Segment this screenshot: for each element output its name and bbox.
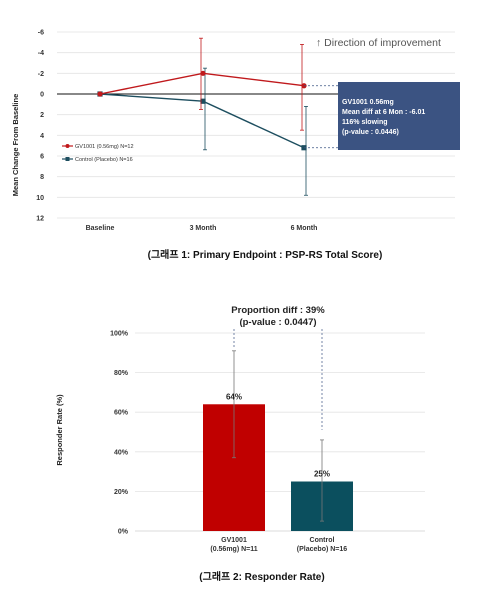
series-control (97, 67, 308, 196)
chart1-y-tick-label: 0 (40, 92, 44, 99)
annotation-box-bg (338, 82, 460, 150)
chart1-x-ticks: Baseline 3 Month 6 Month (86, 225, 318, 232)
chart1-gridlines (57, 31, 455, 219)
chart1-y-tick-label: 8 (40, 174, 44, 181)
chart1-legend: GV1001 (0.56mg) N=12 Control (Placebo) N=… (62, 144, 134, 163)
chart2-x-tick-label: (0.56mg) N=11 (210, 546, 257, 553)
chart1-x-tick-label: 6 Month (291, 225, 318, 232)
chart1-y-tick-label: 4 (40, 133, 44, 140)
responder-rate-chart: 0% 20% 40% 60% 80% 100% Responder Rate (%) 64… (55, 305, 425, 583)
data-point (200, 98, 206, 104)
chart1-y-tick-label: -6 (38, 30, 44, 37)
bar-gv1001: 64% (203, 350, 265, 531)
chart1-x-tick-label: Baseline (86, 225, 115, 232)
bar-control: 25% (291, 439, 353, 531)
chart1-caption: (그래프 1: Primary Endpoint : PSP-RS Total … (148, 248, 383, 261)
chart2-y-ticks: 0% 20% 40% 60% 80% 100% (110, 331, 129, 536)
chart1-y-tick-label: 12 (36, 216, 44, 223)
data-point (200, 70, 206, 76)
chart1-y-axis-label: Mean Change From Baseline (11, 94, 20, 197)
chart2-y-tick-label: 80% (114, 370, 129, 377)
direction-of-improvement-note: ↑ Direction of improvement (316, 37, 441, 49)
chart2-x-tick-label: GV1001 (221, 537, 247, 544)
chart2-gridlines (135, 332, 425, 532)
primary-endpoint-chart: -6 -4 -2 0 2 4 6 8 10 12 Mean Change From Baselin… (11, 30, 460, 261)
chart2-y-tick-label: 0% (118, 529, 129, 536)
chart2-y-tick-label: 20% (114, 489, 129, 496)
chart2-y-tick-label: 60% (114, 410, 129, 417)
bar-value-label: 25% (314, 470, 330, 479)
chart2-y-tick-label: 40% (114, 449, 129, 456)
legend-marker (65, 144, 70, 148)
annotation-line: Mean diff at 6 Mon : -6.01 (342, 109, 425, 116)
chart1-y-tick-label: 2 (40, 112, 44, 119)
chart1-y-tick-label: -2 (38, 71, 44, 78)
series-gv1001 (97, 37, 307, 131)
chart1-annotation-box: GV1001 0.56mg Mean diff at 6 Mon : -6.01 1… (338, 82, 460, 150)
chart1-x-tick-label: 3 Month (190, 225, 217, 232)
proportion-diff-label: Proportion diff : 39% (231, 305, 325, 316)
chart2-caption: (그래프 2: Responder Rate) (199, 570, 324, 583)
annotation-line: 116% slowing (342, 119, 388, 126)
chart2-annotation: Proportion diff : 39%(p-value : 0.0447) (231, 305, 325, 430)
proportion-pvalue-label: (p-value : 0.0447) (239, 317, 316, 328)
chart2-bars: 64% 25% (203, 350, 353, 531)
legend-entry: Control (Placebo) N=16 (75, 157, 133, 163)
annotation-line: GV1001 0.56mg (342, 99, 394, 106)
series-line (99, 72, 305, 95)
chart1-y-ticks: -6 -4 -2 0 2 4 6 8 10 12 (36, 30, 44, 223)
annotation-line: (p-value : 0.0446) (342, 129, 399, 136)
chart2-x-tick-label: (Placebo) N=16 (297, 546, 347, 553)
chart1-y-tick-label: 6 (40, 154, 44, 161)
bar-value-label: 64% (226, 392, 242, 401)
legend-entry: GV1001 (0.56mg) N=12 (75, 144, 134, 150)
chart1-y-tick-label: -4 (38, 50, 44, 57)
legend-marker (65, 157, 70, 161)
chart2-x-tick-label: Control (310, 537, 335, 544)
data-point (97, 91, 103, 97)
chart1-y-tick-label: 10 (36, 195, 44, 202)
chart2-y-tick-label: 100% (110, 331, 129, 338)
chart2-x-ticks: GV1001 (0.56mg) N=11 Control (Placebo) N=16 (210, 537, 347, 553)
chart1-series (97, 37, 340, 196)
chart2-y-axis-label: Responder Rate (%) (55, 394, 64, 466)
